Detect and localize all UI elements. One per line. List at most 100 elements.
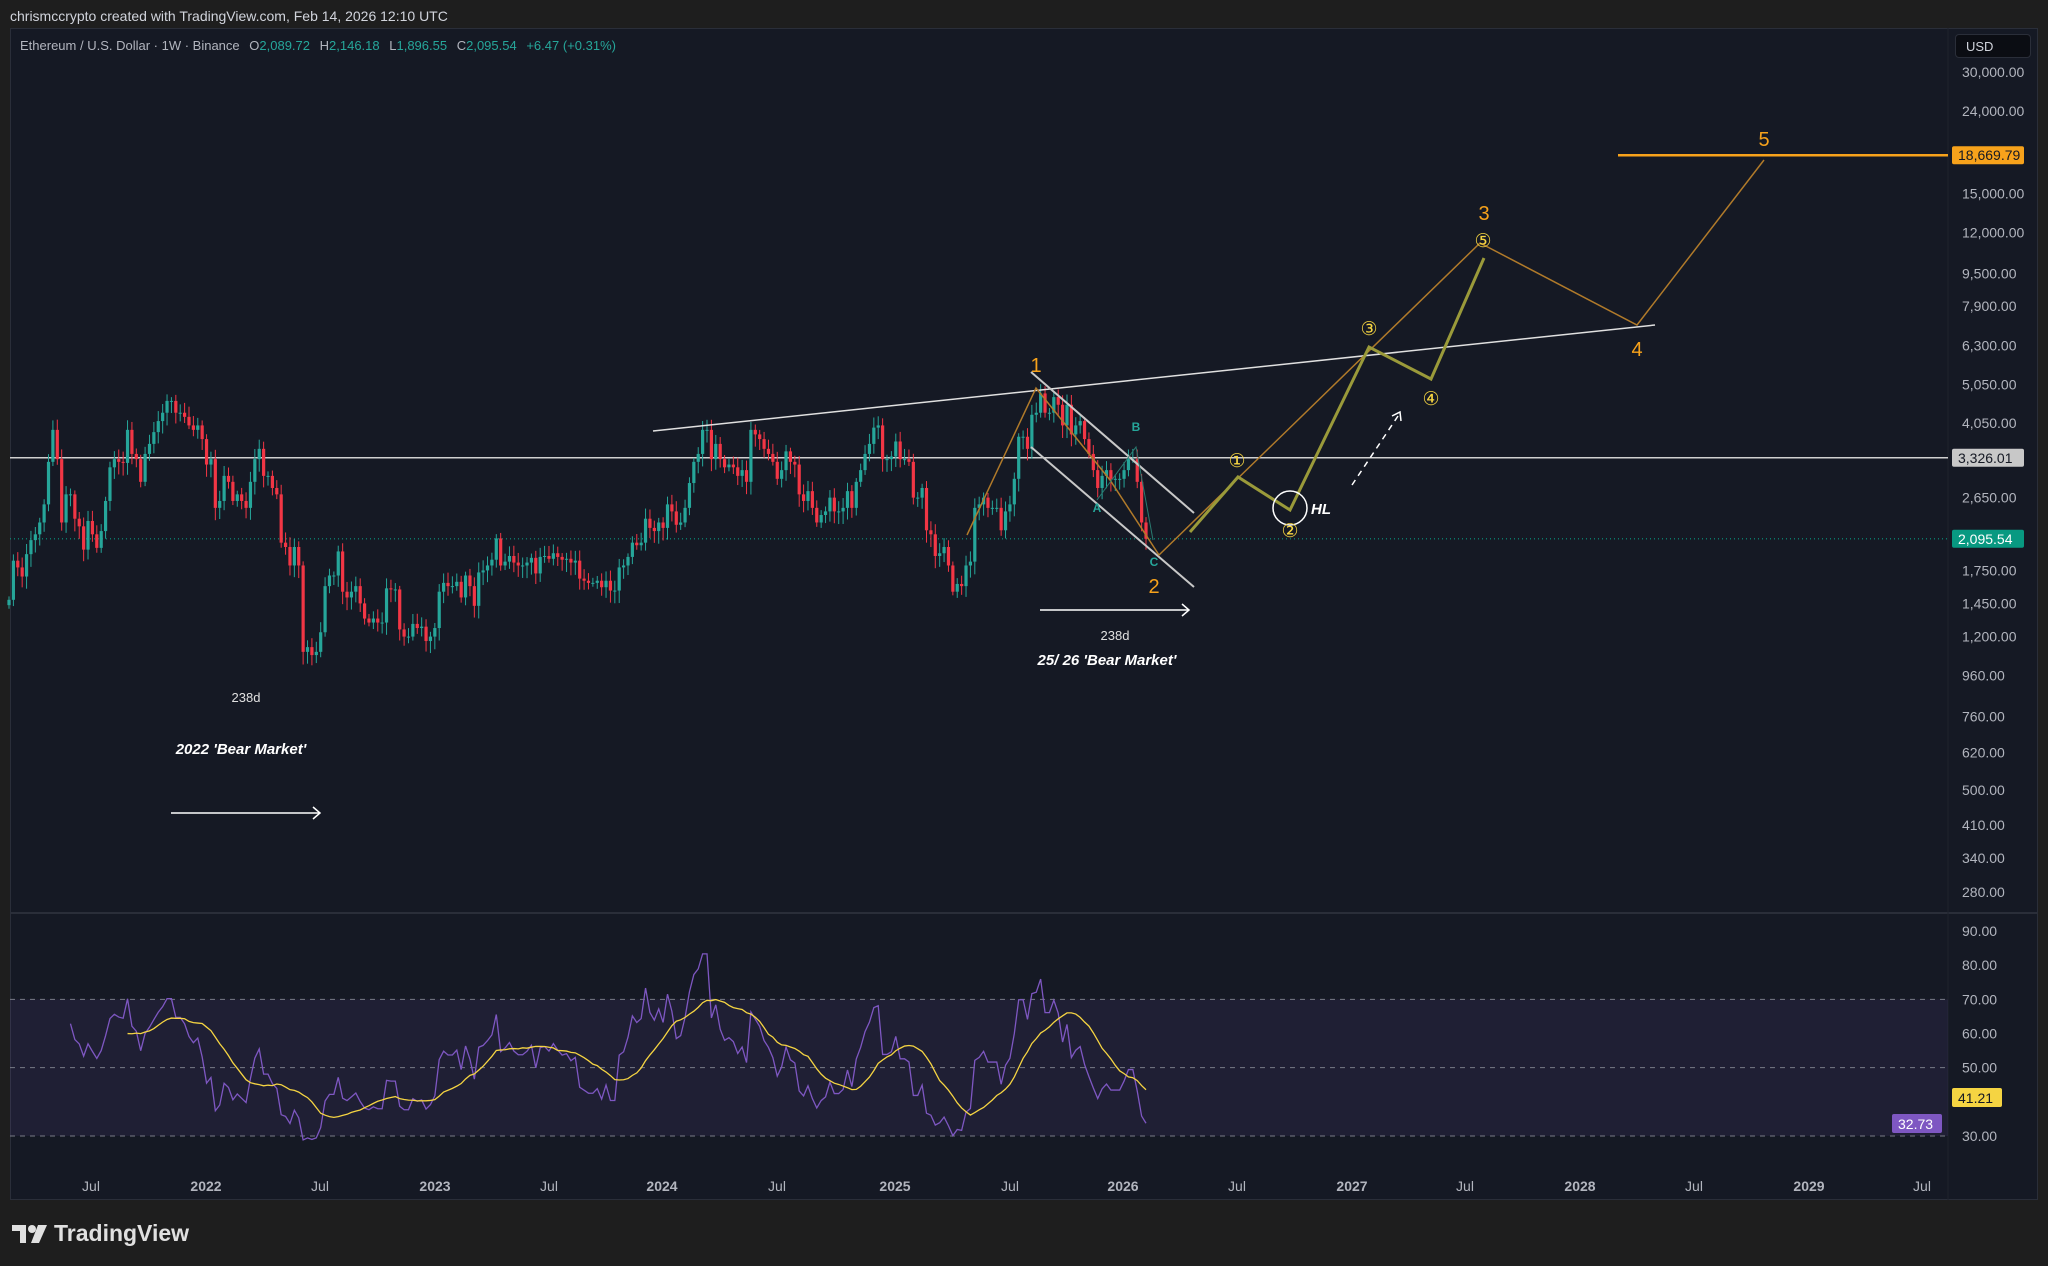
candle-body <box>534 557 538 574</box>
candle-body <box>46 461 51 505</box>
time-axis-label: Jul <box>1228 1178 1246 1194</box>
wave-label: 2 <box>1148 576 1159 598</box>
open-value: 2,089.72 <box>259 38 310 53</box>
candle-body <box>652 527 656 532</box>
duration-arrow-right-head <box>1181 603 1191 617</box>
candle-body <box>459 581 463 598</box>
low-value: 1,896.55 <box>396 38 448 53</box>
candle-body <box>973 507 977 562</box>
rsi-tick-label: 30.00 <box>1962 1128 1997 1144</box>
candle-body <box>358 586 362 604</box>
candle-body <box>283 542 288 547</box>
abc-label: C <box>1150 555 1159 569</box>
candle-body <box>1091 453 1095 471</box>
candle-body <box>384 588 389 623</box>
candle-body <box>960 583 964 587</box>
price-tick-label: 7,900.00 <box>1962 298 2017 314</box>
price-tick-label: 5,050.00 <box>1962 377 2017 393</box>
wave-label: 1 <box>1030 355 1041 377</box>
candle-body <box>1052 397 1056 413</box>
candle-body <box>11 560 15 600</box>
candle-body <box>437 591 441 629</box>
candle-body <box>718 443 722 460</box>
price-tick-label: 15,000.00 <box>1962 186 2024 202</box>
candle-body <box>564 558 569 560</box>
candle-body <box>657 522 661 532</box>
candle-body <box>744 470 749 482</box>
candle-body <box>828 497 832 512</box>
candle-body <box>876 425 880 428</box>
logo-text: TradingView <box>54 1220 190 1246</box>
sub-wave-label: ③ <box>1360 319 1377 340</box>
time-axis-label: 2027 <box>1336 1178 1367 1194</box>
candle-body <box>349 591 354 598</box>
candle-body <box>881 425 885 460</box>
price-tick-label: 960.00 <box>1962 668 2005 684</box>
candle-body <box>411 623 415 637</box>
candle-body <box>679 522 683 525</box>
candle-body <box>683 507 687 523</box>
chart-credit: chrismccrypto created with TradingView.c… <box>10 8 448 24</box>
candle-body <box>231 481 235 501</box>
price-tick-label: 280.00 <box>1962 884 2005 900</box>
candle-body <box>560 556 564 560</box>
candle-body <box>99 531 103 548</box>
candle-body <box>547 555 551 559</box>
candle-body <box>38 522 42 535</box>
candle-body <box>630 542 634 557</box>
candle-body <box>600 580 604 588</box>
candle-body <box>494 538 498 560</box>
price-tick-label: 4,050.00 <box>1962 415 2017 431</box>
currency-button[interactable]: USD <box>1955 34 2031 58</box>
candles <box>7 384 1148 666</box>
candle-body <box>525 562 529 566</box>
candle-body <box>578 560 582 579</box>
candle-body <box>859 470 863 482</box>
candle-body <box>60 459 64 523</box>
candle-body <box>1100 475 1104 488</box>
candle-body <box>468 575 472 587</box>
candle-body <box>863 453 867 471</box>
wave-label: 3 <box>1478 203 1489 225</box>
candle-body <box>1140 481 1144 523</box>
candle-body <box>235 494 239 501</box>
candle-body <box>332 575 336 577</box>
candle-body <box>424 626 428 642</box>
symbol-title[interactable]: Ethereum / U.S. Dollar · 1W · Binance <box>20 38 240 53</box>
candle-body <box>117 459 121 462</box>
candle-body <box>885 459 889 461</box>
price-tick-label: 500.00 <box>1962 782 2005 798</box>
candle-body <box>661 522 665 528</box>
candle-body <box>854 481 858 508</box>
candle-body <box>354 586 358 592</box>
candle-body <box>512 555 516 563</box>
time-axis-label: 2025 <box>879 1178 910 1194</box>
candle-body <box>248 481 253 508</box>
candle-body <box>103 500 108 532</box>
rising-trendline <box>652 324 1656 432</box>
candle-body <box>573 560 577 563</box>
candle-body <box>832 497 836 512</box>
projection-arrow <box>1351 415 1399 486</box>
candle-body <box>529 557 534 563</box>
candle-body <box>758 434 762 440</box>
candle-body <box>121 461 125 463</box>
candle-body <box>68 494 73 496</box>
tradingview-logo[interactable]: TradingView <box>12 1220 189 1247</box>
candle-body <box>209 459 213 465</box>
candle-body <box>977 504 981 508</box>
candle-body <box>1039 393 1043 413</box>
sub-wave-path <box>1188 257 1486 533</box>
candle-body <box>503 561 507 566</box>
candle-body <box>310 647 314 656</box>
candle-body <box>1008 504 1012 512</box>
price-tick-label: 12,000.00 <box>1962 225 2024 241</box>
time-axis-label: 2028 <box>1564 1178 1595 1194</box>
candle-body <box>1047 412 1052 414</box>
time-axis-label: Jul <box>1685 1178 1703 1194</box>
candle-body <box>200 425 204 440</box>
candle-body <box>402 629 406 637</box>
candle-body <box>196 425 200 430</box>
candle-body <box>191 425 195 430</box>
